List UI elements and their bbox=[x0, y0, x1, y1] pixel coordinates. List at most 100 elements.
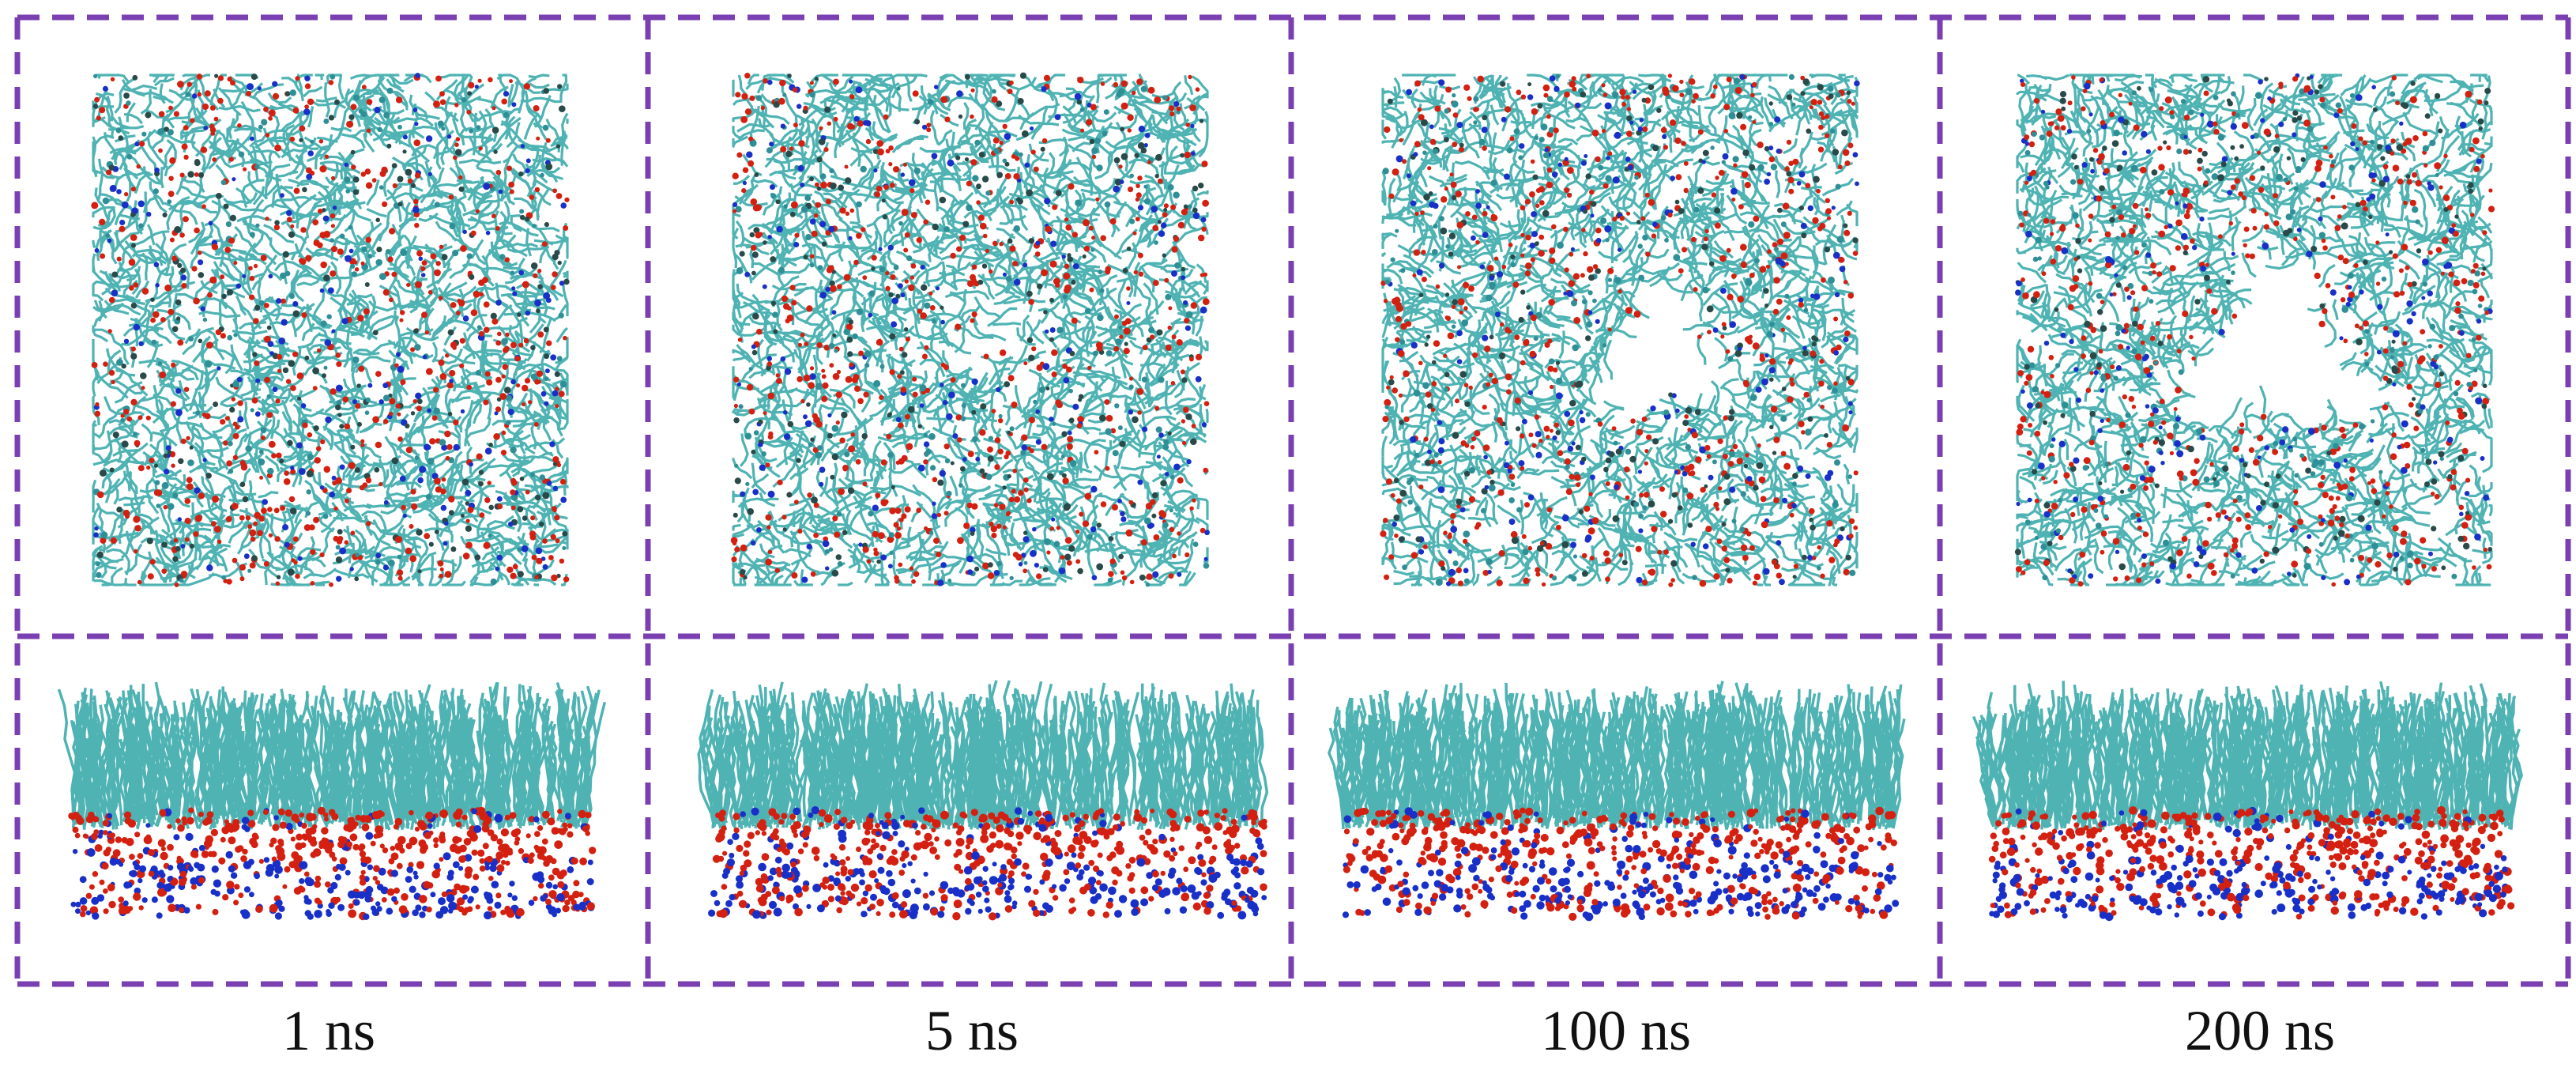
atom-bead bbox=[1748, 221, 1754, 228]
atom-bead bbox=[1576, 445, 1581, 451]
atom-bead bbox=[2221, 509, 2227, 515]
atom-bead bbox=[1646, 435, 1651, 440]
headgroup-atom bbox=[415, 904, 421, 911]
atom-bead bbox=[1547, 96, 1554, 102]
atom-bead bbox=[819, 467, 826, 473]
headgroup-atom bbox=[204, 839, 213, 848]
atom-bead bbox=[1772, 560, 1777, 565]
atom-bead bbox=[414, 139, 421, 146]
atom-bead bbox=[290, 466, 294, 470]
atom-bead bbox=[2260, 118, 2265, 123]
headgroup-atom bbox=[419, 911, 425, 918]
atom-bead bbox=[356, 383, 360, 387]
headgroup-atom bbox=[235, 846, 242, 853]
atom-bead bbox=[996, 523, 1002, 529]
atom-bead bbox=[787, 74, 792, 78]
atom-bead bbox=[1569, 280, 1576, 287]
atom-bead bbox=[1200, 307, 1207, 314]
atom-bead bbox=[444, 431, 450, 437]
atom-bead bbox=[280, 273, 286, 279]
atom-bead bbox=[545, 164, 552, 171]
atom-bead bbox=[121, 414, 125, 418]
atom-bead bbox=[411, 503, 417, 510]
atom-bead bbox=[1634, 175, 1639, 180]
atom-bead bbox=[1817, 84, 1824, 90]
atom-bead bbox=[748, 137, 753, 141]
atom-bead bbox=[421, 273, 426, 277]
atom-bead bbox=[1786, 315, 1791, 320]
atom-bead bbox=[1052, 371, 1057, 377]
atom-bead bbox=[1139, 126, 1145, 132]
atom-bead bbox=[1031, 149, 1036, 154]
headgroup-atom bbox=[186, 833, 194, 841]
atom-bead bbox=[1591, 201, 1597, 207]
atom-bead bbox=[2050, 232, 2054, 236]
atom-bead bbox=[1118, 425, 1123, 430]
atom-bead bbox=[258, 125, 263, 130]
atom-bead bbox=[512, 291, 517, 296]
headgroup-atom bbox=[458, 837, 462, 842]
atom-bead bbox=[295, 76, 299, 81]
atom-bead bbox=[1392, 522, 1397, 527]
headgroup-atom bbox=[391, 853, 399, 861]
atom-bead bbox=[340, 234, 345, 239]
atom-bead bbox=[1693, 287, 1698, 292]
atom-bead bbox=[350, 445, 355, 450]
atom-bead bbox=[905, 414, 910, 420]
atom-bead bbox=[1791, 103, 1795, 107]
atom-bead bbox=[1026, 291, 1033, 297]
atom-bead bbox=[2105, 256, 2112, 263]
atom-bead bbox=[1523, 578, 1529, 584]
atom-bead bbox=[328, 288, 334, 294]
atom-bead bbox=[2156, 271, 2162, 277]
headgroup-atom bbox=[542, 856, 547, 861]
headgroup-atom bbox=[168, 876, 173, 881]
atom-bead bbox=[1011, 489, 1016, 494]
atom-bead bbox=[1188, 204, 1192, 209]
atom-bead bbox=[1727, 77, 1732, 82]
atom-bead bbox=[734, 547, 740, 552]
atom-bead bbox=[1508, 243, 1513, 247]
atom-bead bbox=[2383, 164, 2389, 170]
atom-bead bbox=[1580, 92, 1587, 98]
atom-bead bbox=[284, 470, 289, 476]
atom-bead bbox=[1150, 523, 1154, 528]
atom-bead bbox=[461, 97, 467, 103]
atom-bead bbox=[258, 458, 265, 466]
atom-bead bbox=[2348, 285, 2352, 290]
headgroup-atom bbox=[484, 892, 489, 897]
atom-bead bbox=[1722, 522, 1727, 526]
atom-bead bbox=[398, 576, 403, 581]
atom-bead bbox=[1713, 85, 1718, 89]
atom-bead bbox=[250, 137, 254, 141]
atom-bead bbox=[759, 232, 763, 236]
atom-bead bbox=[1535, 452, 1542, 458]
atom-bead bbox=[1644, 492, 1650, 498]
atom-bead bbox=[289, 496, 296, 503]
headgroup-atom bbox=[269, 904, 278, 913]
atom-bead bbox=[2262, 243, 2269, 250]
headgroup-atom bbox=[464, 838, 472, 846]
atom-bead bbox=[1793, 575, 1797, 579]
atom-bead bbox=[449, 510, 454, 515]
atom-bead bbox=[518, 571, 524, 577]
atom-bead bbox=[2261, 414, 2267, 420]
atom-bead bbox=[345, 499, 349, 503]
atom-bead bbox=[1139, 575, 1146, 581]
atom-bead bbox=[1003, 159, 1007, 164]
atom-bead bbox=[449, 194, 454, 199]
atom-bead bbox=[1184, 205, 1188, 209]
atom-bead bbox=[1572, 441, 1576, 445]
atom-bead bbox=[530, 345, 536, 351]
atom-bead bbox=[351, 531, 356, 536]
atom-bead bbox=[1184, 552, 1189, 557]
atom-bead bbox=[797, 376, 803, 383]
atom-bead bbox=[908, 406, 915, 413]
atom-bead bbox=[442, 477, 446, 482]
atom-bead bbox=[1504, 174, 1510, 180]
atom-bead bbox=[2021, 277, 2025, 282]
atom-bead bbox=[814, 213, 819, 218]
atom-bead bbox=[2073, 284, 2079, 289]
atom-bead bbox=[992, 409, 996, 413]
atom-bead bbox=[1453, 560, 1459, 566]
